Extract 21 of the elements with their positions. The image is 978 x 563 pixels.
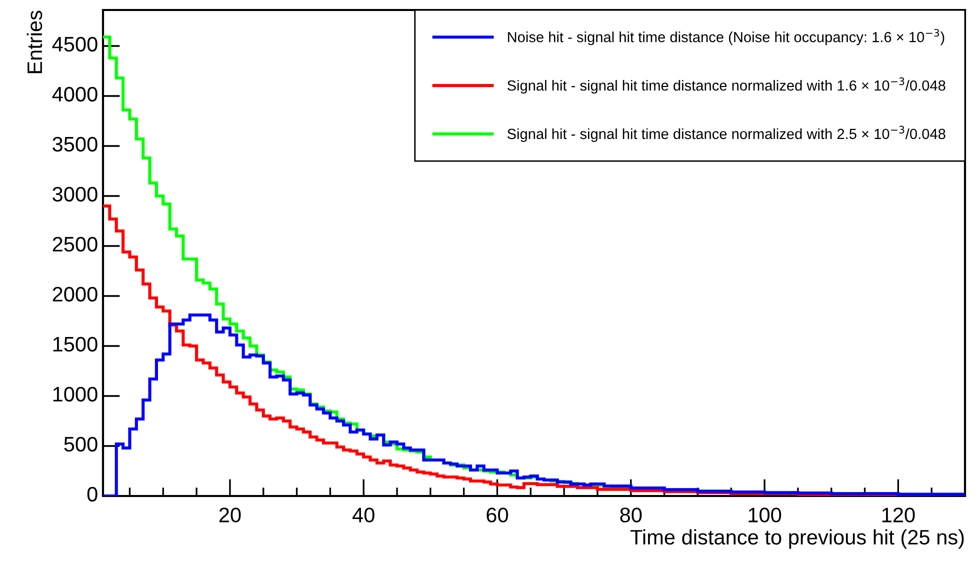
y-tick-label: 0 [87, 486, 98, 502]
y-tick-label: 4500 [52, 36, 98, 52]
x-axis-title: Time distance to previous hit (25 ns) [630, 529, 964, 549]
x-tick-label: 120 [882, 508, 915, 522]
y-tick-label: 3000 [52, 186, 98, 202]
legend-label: Noise hit - signal hit time distance (Noise hit occupancy: 1.6 × 10$^{−3}$) [508, 28, 944, 46]
x-tick-label: 80 [620, 508, 642, 522]
x-tick-label: 20 [219, 508, 241, 522]
legend-label: Signal hit - signal hit time distance normalized with 1.6 × 10$^{−3}$/0.048 [507, 77, 946, 94]
x-tick-label: 40 [352, 508, 374, 522]
legend-label: Signal hit - signal hit time distance normalized with 2.5 × 10$^{−3}$/0.048 [507, 126, 946, 142]
y-axis-title: Entries [26, 10, 42, 74]
y-tick-label: 4000 [52, 86, 98, 102]
y-tick-label: 1500 [53, 336, 98, 352]
y-tick-label: 2500 [52, 236, 98, 252]
y-tick-label: 2000 [52, 286, 98, 302]
x-tick-label: 100 [748, 508, 782, 522]
y-tick-label: 3500 [52, 136, 98, 152]
y-tick-label: 500 [64, 436, 98, 452]
y-tick-label: 1000 [53, 386, 98, 402]
x-tick-label: 60 [486, 508, 508, 522]
